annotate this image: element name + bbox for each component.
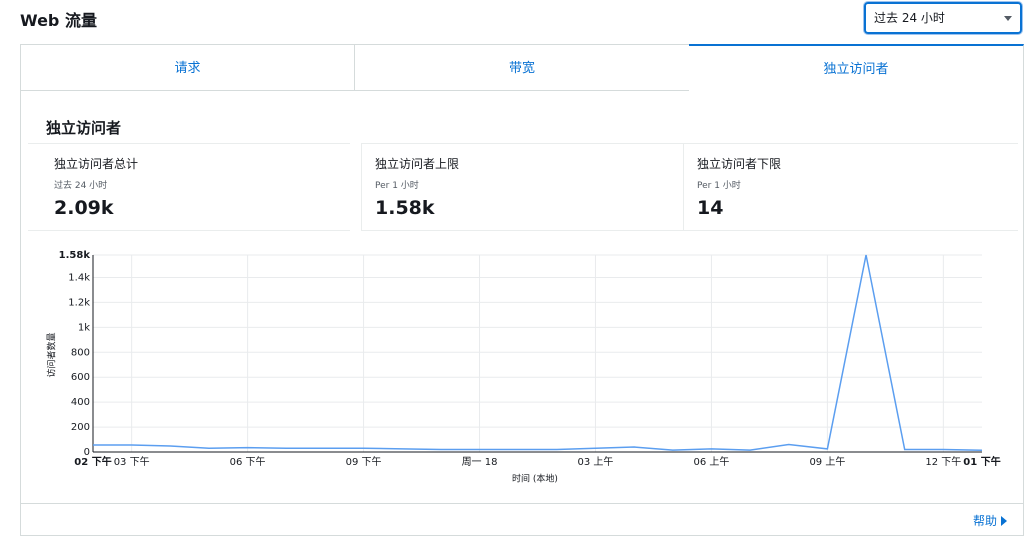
- stat: 独立访问者下限 Per 1 小时 14: [683, 143, 1018, 231]
- panel: [20, 44, 1024, 536]
- tab[interactable]: 请求: [20, 44, 355, 91]
- tab[interactable]: 带宽: [354, 44, 690, 91]
- section-title: 独立访问者: [46, 119, 122, 137]
- stat-sub: Per 1 小时: [375, 181, 419, 191]
- stat-sub: Per 1 小时: [697, 181, 741, 191]
- stat-label: 独立访问者下限: [697, 157, 782, 171]
- help-link[interactable]: 帮助: [973, 512, 1007, 529]
- tab-active[interactable]: 独立访问者: [689, 44, 1024, 91]
- stat: 独立访问者上限 Per 1 小时 1.58k: [361, 143, 683, 231]
- page-title: Web 流量: [20, 11, 97, 30]
- stat-value: 1.58k: [375, 197, 435, 219]
- stat-value: 2.09k: [54, 197, 114, 219]
- footer-line: [20, 503, 1024, 504]
- stat-label: 独立访问者总计: [54, 157, 139, 171]
- stat-sub: 过去 24 小时: [54, 181, 108, 191]
- stat-value: 14: [697, 197, 724, 219]
- stat-label: 独立访问者上限: [375, 157, 460, 171]
- stat: 独立访问者总计 过去 24 小时 2.09k: [28, 143, 350, 231]
- range-select[interactable]: 过去 24 小时: [864, 2, 1022, 34]
